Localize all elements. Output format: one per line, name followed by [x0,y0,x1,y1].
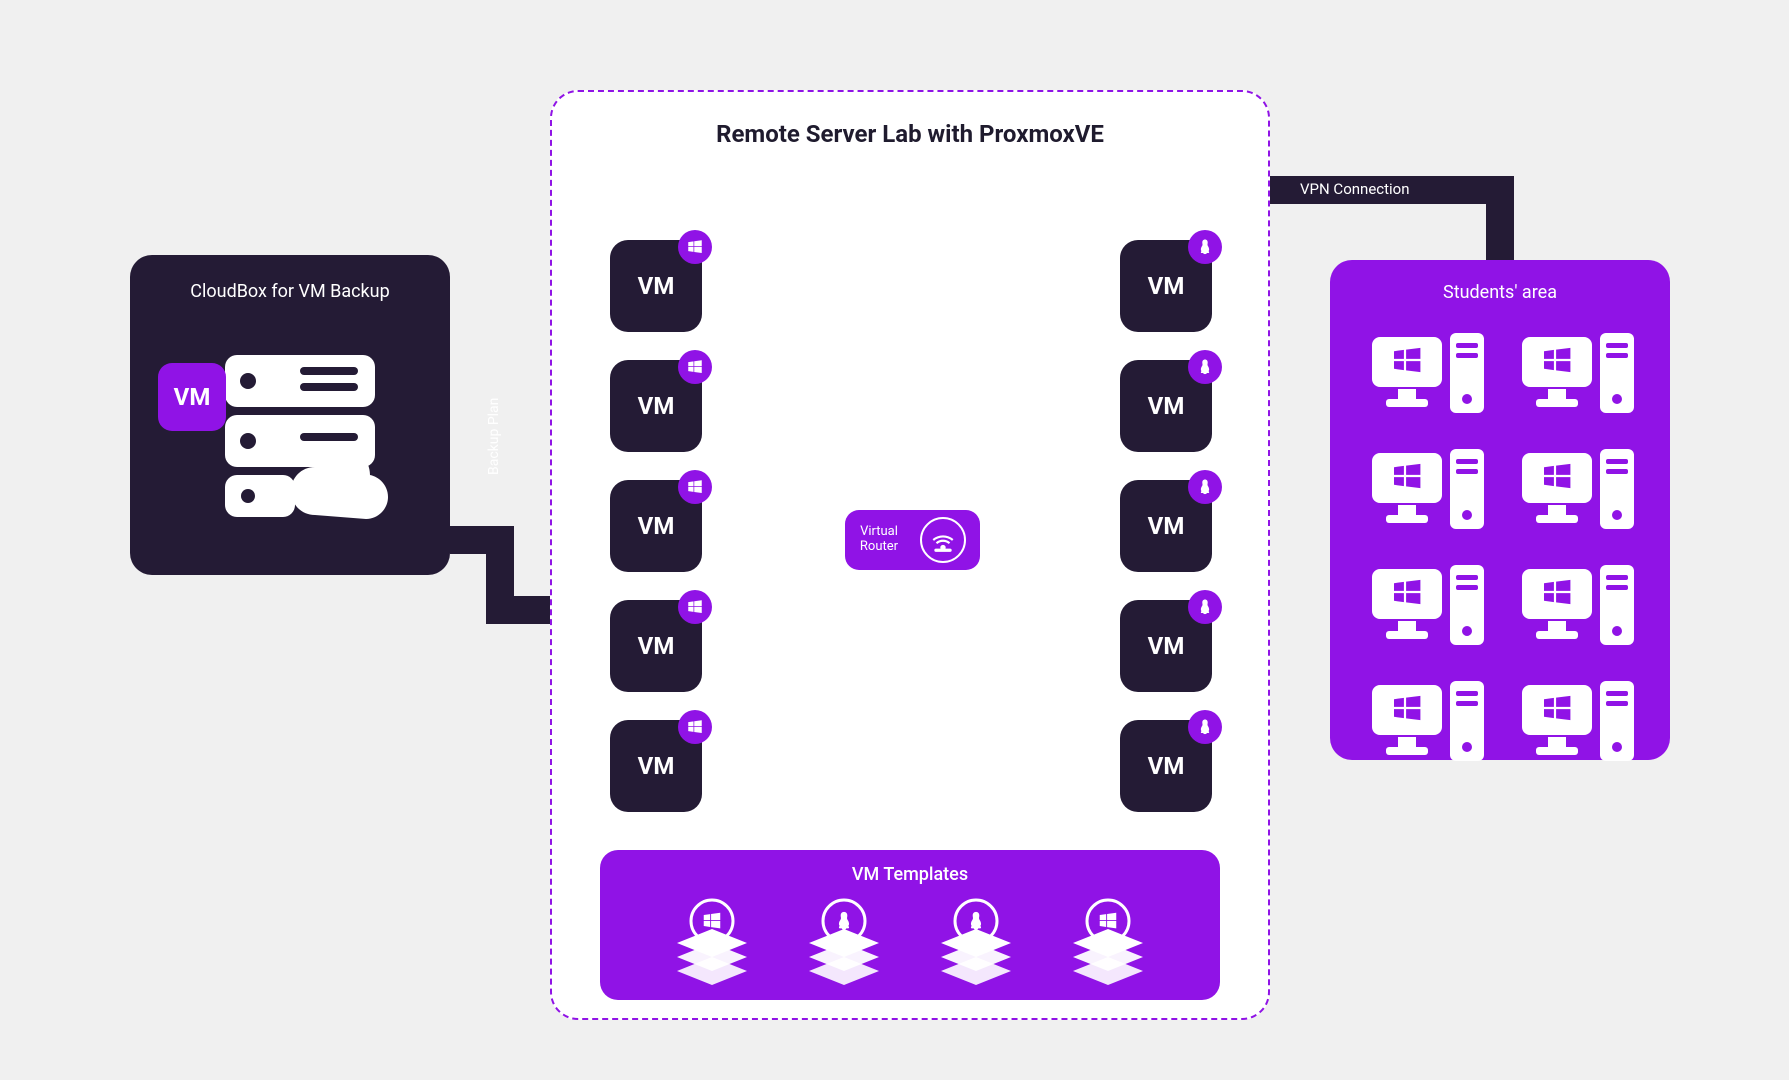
student-pc [1368,331,1488,421]
pc-icon [1518,679,1638,765]
windows-icon [686,598,704,616]
vm-box: VM [1120,600,1212,692]
pc-icon [1518,331,1638,417]
vm-os-badge [1188,710,1222,744]
vm-label: VM [1148,392,1185,420]
linux-icon [1196,478,1214,496]
vm-os-badge [1188,230,1222,264]
student-pc [1368,563,1488,653]
pc-icon [1518,447,1638,533]
cloudbox-title: CloudBox for VM Backup [130,255,450,302]
pc-icon [1368,447,1488,533]
windows-icon [686,238,704,256]
windows-icon [686,718,704,736]
vm-os-badge [678,590,712,624]
vm-box: VM [1120,720,1212,812]
vm-box: VM [610,240,702,332]
students-area-title: Students' area [1330,260,1670,303]
student-pc [1368,679,1488,769]
vm-box: VM [610,480,702,572]
cloudbox-panel: CloudBox for VM Backup VM [130,255,450,575]
windows-icon [1097,910,1119,932]
linux-icon [1196,238,1214,256]
windows-icon [701,910,723,932]
vm-box: VM [610,600,702,692]
vm-label: VM [638,392,675,420]
windows-icon [686,358,704,376]
vm-template-item [667,895,757,987]
virtual-router-label: Virtual Router [845,525,905,555]
vm-os-badge [1188,470,1222,504]
vm-template-item [799,895,889,987]
vm-box: VM [610,360,702,452]
backup-connector-path [450,540,565,610]
vm-os-badge [1188,590,1222,624]
vm-os-badge [678,470,712,504]
linux-icon [833,910,855,932]
students-area-panel: Students' area [1330,260,1670,760]
vm-label: VM [638,632,675,660]
router-icon [920,517,966,563]
cloudbox-vm-badge: VM [158,363,226,431]
backup-plan-label: Backup Plan [486,398,502,475]
vm-template-item [931,895,1021,987]
vm-box: VM [1120,240,1212,332]
student-pc [1518,679,1638,769]
pc-icon [1368,563,1488,649]
vm-box: VM [1120,480,1212,572]
student-pc [1518,331,1638,421]
linux-icon [1196,358,1214,376]
student-pc [1368,447,1488,537]
vm-label: VM [1148,752,1185,780]
vm-label: VM [638,512,675,540]
vm-label: VM [1148,272,1185,300]
vm-label: VM [1148,632,1185,660]
pc-icon [1368,331,1488,417]
vm-label: VM [1148,512,1185,540]
vm-label: VM [638,752,675,780]
vm-label: VM [638,272,675,300]
vm-template-item [1063,895,1153,987]
vm-box: VM [610,720,702,812]
vm-os-badge [1188,350,1222,384]
linux-icon [1196,598,1214,616]
vm-os-badge [678,230,712,264]
vm-templates-title: VM Templates [600,850,1220,885]
linux-icon [965,910,987,932]
student-pc [1518,447,1638,537]
virtual-router: Virtual Router [845,510,980,570]
vm-os-badge [678,350,712,384]
windows-icon [686,478,704,496]
vpn-label-2: VPN Connection [1300,180,1410,198]
vm-templates-panel: VM Templates [600,850,1220,1000]
vm-os-badge [678,710,712,744]
proxmox-title: Remote Server Lab with ProxmoxVE [552,120,1268,148]
linux-icon [1196,718,1214,736]
student-pc [1518,563,1638,653]
vm-box: VM [1120,360,1212,452]
pc-icon [1368,679,1488,765]
pc-icon [1518,563,1638,649]
